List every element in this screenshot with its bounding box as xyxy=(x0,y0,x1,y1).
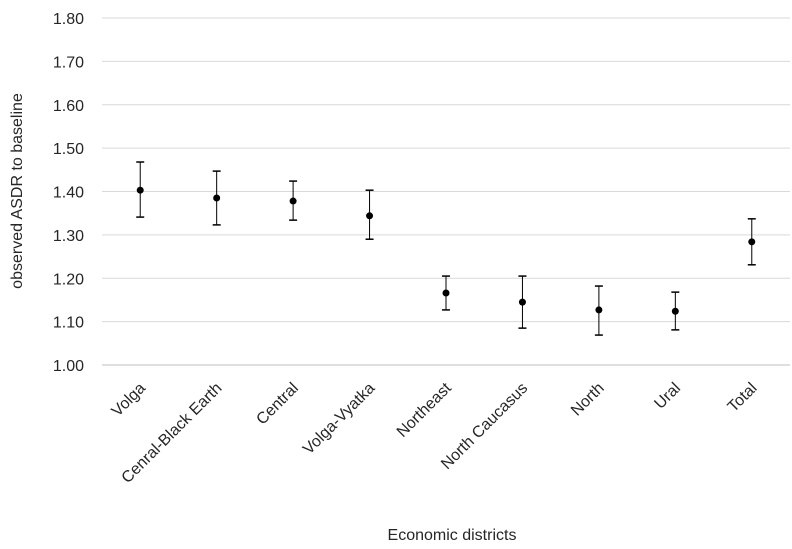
y-axis-label: observed ASDR to baseline xyxy=(9,93,26,289)
x-axis-label: Economic districts xyxy=(388,527,517,544)
x-tick-label: Volga xyxy=(109,380,149,420)
point xyxy=(442,289,450,297)
point xyxy=(289,197,297,205)
y-tick-label: 1.10 xyxy=(53,315,84,332)
x-tick-label: Central xyxy=(253,380,301,428)
point xyxy=(671,307,679,315)
point xyxy=(518,298,526,306)
y-tick-label: 1.70 xyxy=(53,54,84,71)
point xyxy=(595,306,603,314)
x-tick-label: Northeast xyxy=(394,379,455,440)
x-tick-label: Volga-Vyatka xyxy=(300,380,378,458)
point xyxy=(136,186,144,194)
y-tick-label: 1.20 xyxy=(53,271,84,288)
point xyxy=(366,212,374,220)
point xyxy=(748,238,756,246)
y-tick-label: 1.60 xyxy=(53,98,84,115)
y-tick-label: 1.30 xyxy=(53,228,84,245)
x-tick-label: North xyxy=(568,380,608,420)
y-tick-label: 1.80 xyxy=(53,11,84,28)
y-tick-label: 1.50 xyxy=(53,141,84,158)
x-tick-label: Ural xyxy=(651,380,684,413)
y-tick-label: 1.40 xyxy=(53,185,84,202)
y-tick-label: 1.00 xyxy=(53,358,84,375)
x-tick-label: Total xyxy=(725,380,761,416)
point xyxy=(213,194,221,202)
